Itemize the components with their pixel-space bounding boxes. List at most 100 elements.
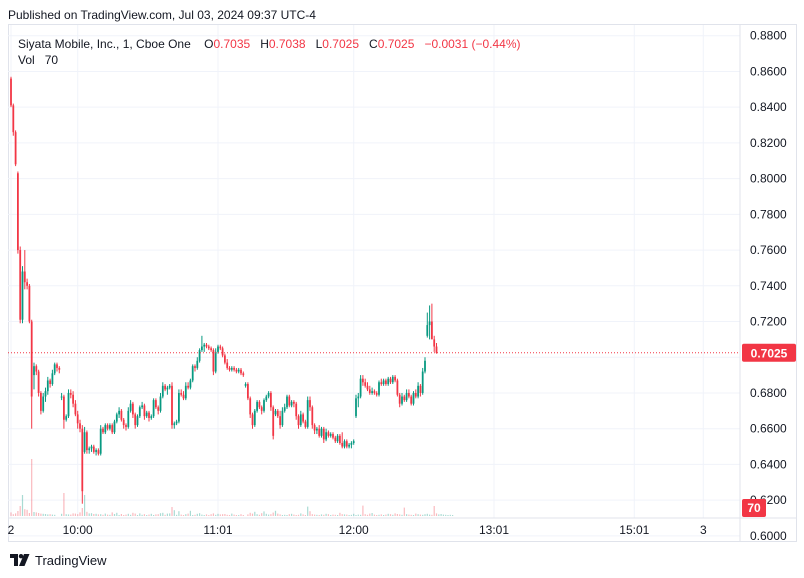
volume-bar [231,513,233,516]
candle-body [401,396,403,404]
candle-body [217,346,219,352]
volume-bar [219,514,221,516]
volume-bar [410,514,412,516]
candle-body [394,376,396,381]
volume-bar [399,514,401,516]
candle-body [86,432,88,451]
candle-body [166,387,169,390]
candle-body [74,403,77,415]
x-tick-label: 10:00 [63,523,93,537]
volume-bar [143,514,145,516]
candle-body [359,378,362,397]
candle [274,409,277,417]
candle-body [30,321,33,397]
volume-bar [93,514,95,516]
legend-symbol[interactable]: Siyata Mobile, Inc., 1, Cboe One [18,37,191,51]
x-tick-label: 11:01 [203,523,232,537]
volume-bar [210,514,212,516]
candle [198,348,201,363]
volume-bar [304,515,306,516]
candle-body [428,321,431,326]
candle-body [19,250,22,320]
volume-bar [107,514,109,516]
candle-body [256,401,258,411]
volume-bar [442,514,444,516]
candle [394,375,396,383]
candle [95,448,97,456]
volume-bar [291,513,293,516]
published-caption: Published on TradingView.com, Jul 03, 20… [8,8,316,22]
candle-body [253,410,256,426]
volume-bar [116,512,118,516]
candle-body [138,407,141,417]
candle-body [164,385,166,390]
candle-body [136,416,139,426]
volume-bar [74,513,76,516]
volume-bar [302,514,304,516]
candle-body [221,348,224,356]
candle [368,385,371,395]
candle-body [385,380,387,385]
candle [106,423,109,431]
candle [311,405,314,429]
y-tick-label: 0.8200 [750,136,787,150]
candle-body [92,446,95,452]
candle-body [435,346,438,353]
volume-bar [224,514,226,516]
candle [267,391,270,399]
candle [332,432,334,440]
volume-bar [150,513,152,516]
tradingview-logo[interactable]: TradingView [10,552,107,568]
volume-bar [12,514,14,516]
candle-body [113,421,116,433]
candle [348,442,350,449]
y-tick-label: 0.6000 [750,529,787,543]
candle-body [265,396,268,401]
candle-body [237,369,240,372]
volume-bar [323,514,325,516]
candle-body [109,425,111,429]
candle [92,444,95,454]
candle [157,405,160,415]
legend-close-value: 0.7025 [377,37,415,51]
candle-body [155,400,157,408]
candle [26,278,28,290]
volume-bar [424,514,426,516]
candle-body [173,423,176,426]
volume-bar [28,513,30,516]
volume-bar [228,515,231,516]
candle [357,392,360,408]
volume-bar [348,515,350,516]
candle-body [118,410,120,415]
candle-body [184,385,187,399]
candle [168,384,171,390]
candle [184,382,187,401]
candle [341,432,344,449]
volume-bar [412,515,415,516]
candle [426,312,429,338]
candle [403,394,406,402]
candle-body [433,339,436,347]
candle-body [366,385,369,390]
candle [272,405,275,440]
volume-bar [123,515,125,516]
candle [306,396,309,429]
candle-body [311,407,314,426]
candle [419,384,422,397]
candle [433,335,436,352]
volume-bar [279,514,281,516]
candle [205,342,208,349]
candle-body [431,321,433,340]
volume-bar [330,515,332,516]
candle [175,419,178,426]
volume-bar [408,514,410,516]
volume-bar [274,510,277,516]
volume-bar [100,514,102,516]
volume-bar [251,513,254,516]
candle-body [320,428,323,436]
candle-body [129,403,132,411]
candle-body [141,405,143,408]
volume-bar [426,513,428,516]
candle [201,335,203,352]
